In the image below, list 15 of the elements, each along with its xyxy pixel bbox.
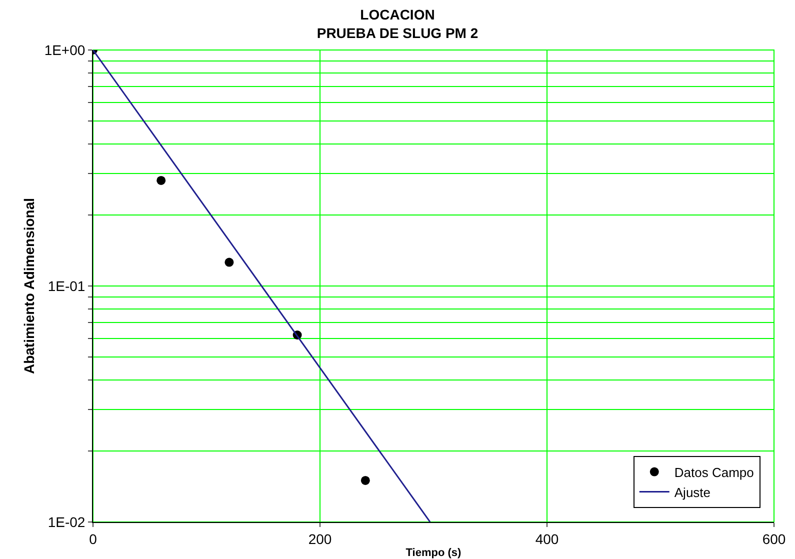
chart-title: LOCACION PRUEBA DE SLUG PM 2: [316, 6, 478, 41]
x-axis-title: Tiempo (s): [406, 547, 462, 559]
x-tick-label: 0: [89, 530, 98, 547]
point: [360, 476, 370, 485]
y-tick-label: 1E-02: [48, 514, 86, 530]
legend-label: Ajuste: [674, 484, 711, 500]
x-tick-label: 400: [535, 530, 559, 547]
x-tick-label: 200: [308, 530, 332, 547]
x-tick-label: 600: [762, 530, 786, 547]
y-tick-label: 1E-01: [48, 278, 86, 294]
y-axis-title: Abatimiento Adimensional: [20, 198, 37, 374]
legend-label: Datos Campo: [674, 464, 754, 480]
point: [156, 176, 166, 185]
y-tick-label: 1E+00: [44, 42, 86, 58]
point: [224, 258, 234, 267]
